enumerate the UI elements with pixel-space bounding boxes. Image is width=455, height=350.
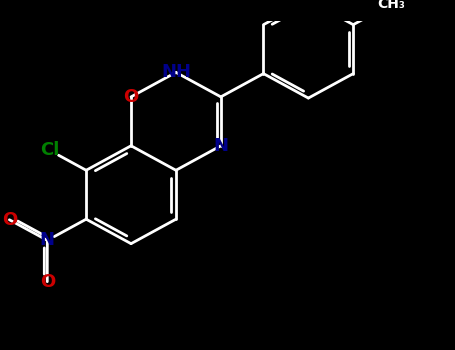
Text: O: O (2, 211, 17, 229)
Text: Cl: Cl (40, 141, 60, 160)
Text: NH: NH (161, 63, 191, 82)
Text: N: N (213, 137, 228, 155)
Text: O: O (40, 273, 55, 291)
Text: O: O (123, 88, 139, 106)
Text: N: N (40, 231, 55, 249)
Text: CH₃: CH₃ (377, 0, 405, 11)
